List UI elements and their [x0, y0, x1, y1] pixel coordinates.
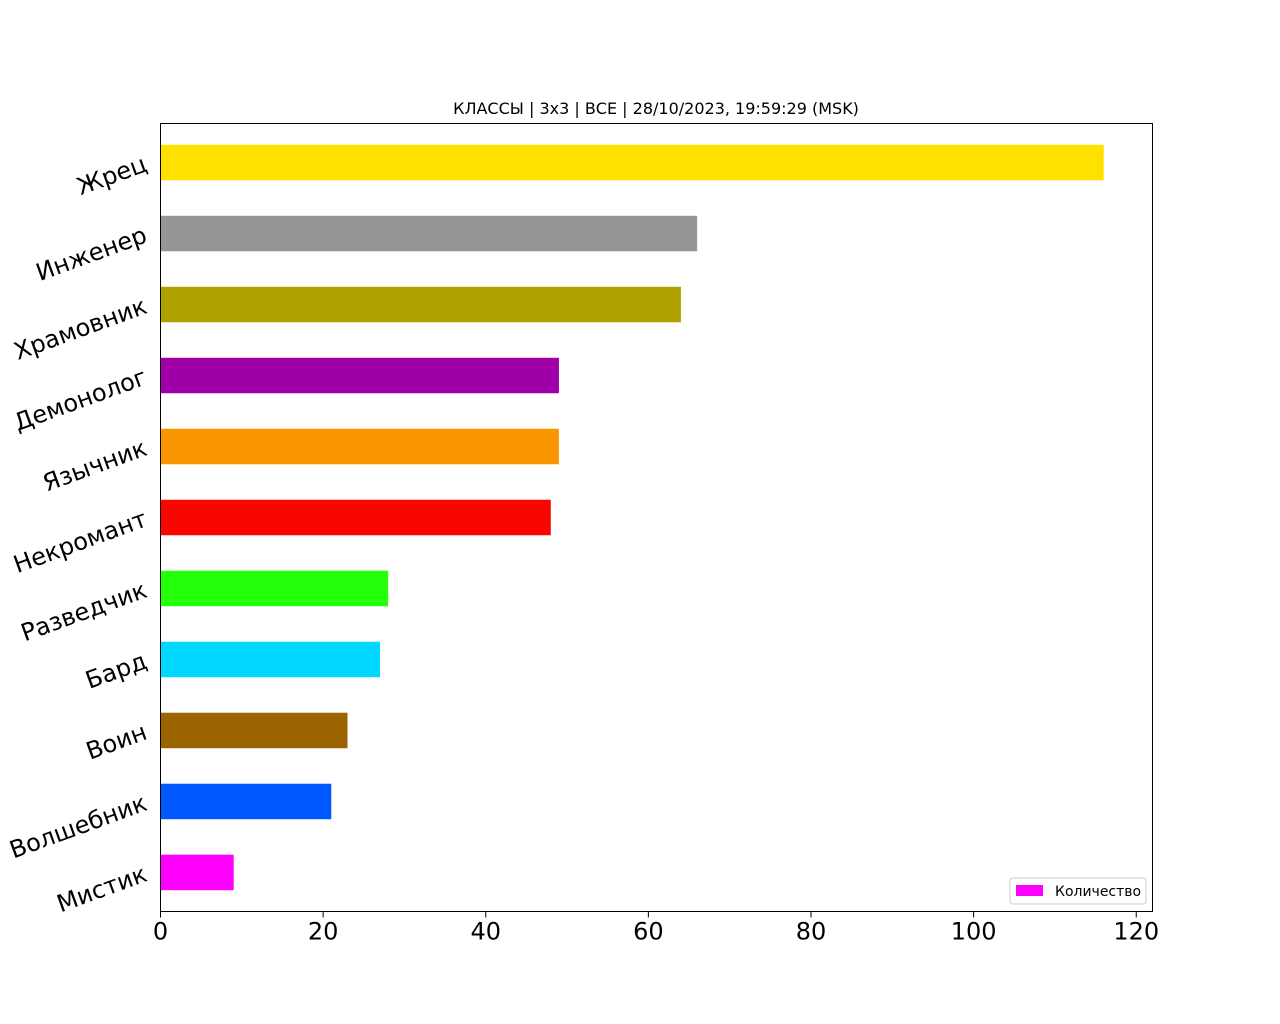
- category-label: Язычник: [39, 434, 150, 497]
- bars-group: [160, 144, 1104, 891]
- x-tick-label: 80: [796, 918, 827, 946]
- category-label: Храмовник: [10, 292, 150, 366]
- bar-9: [160, 712, 348, 749]
- bar-2: [160, 215, 698, 252]
- legend-swatch: [1016, 885, 1043, 896]
- category-label: Бард: [82, 647, 151, 695]
- x-axis-ticks: 0 20 40 60 80 100 120: [153, 911, 1159, 946]
- bar-11: [160, 854, 234, 891]
- bar-5: [160, 428, 559, 465]
- bar-1: [160, 144, 1104, 181]
- legend: Количество: [1009, 877, 1147, 905]
- bar-6: [160, 499, 551, 536]
- plot-frame: [160, 123, 1153, 912]
- category-label: Разведчик: [17, 576, 150, 647]
- bar-4: [160, 357, 559, 394]
- bar-3: [160, 286, 681, 323]
- category-label: Мистик: [53, 860, 151, 918]
- legend-label: Количество: [1055, 884, 1141, 900]
- bar-10: [160, 783, 332, 820]
- x-tick-label: 100: [951, 918, 997, 946]
- category-label: Некромант: [10, 505, 151, 579]
- bar-7: [160, 570, 389, 607]
- x-tick-label: 40: [470, 918, 501, 946]
- category-label: Демонолог: [10, 363, 150, 437]
- category-label: Жрец: [73, 150, 150, 201]
- category-label: Волшебник: [6, 789, 151, 864]
- chart-title: КЛАССЫ | 3х3 | ВСЕ | 28/10/2023, 19:59:2…: [453, 99, 859, 118]
- x-tick-label: 20: [308, 918, 339, 946]
- x-tick-label: 0: [153, 918, 168, 946]
- legend-box: [1009, 877, 1147, 905]
- bar-8: [160, 641, 381, 678]
- x-tick-label: 60: [633, 918, 664, 946]
- category-label: Воин: [82, 718, 150, 766]
- x-tick-label: 120: [1113, 918, 1159, 946]
- category-label: Инженер: [32, 221, 150, 287]
